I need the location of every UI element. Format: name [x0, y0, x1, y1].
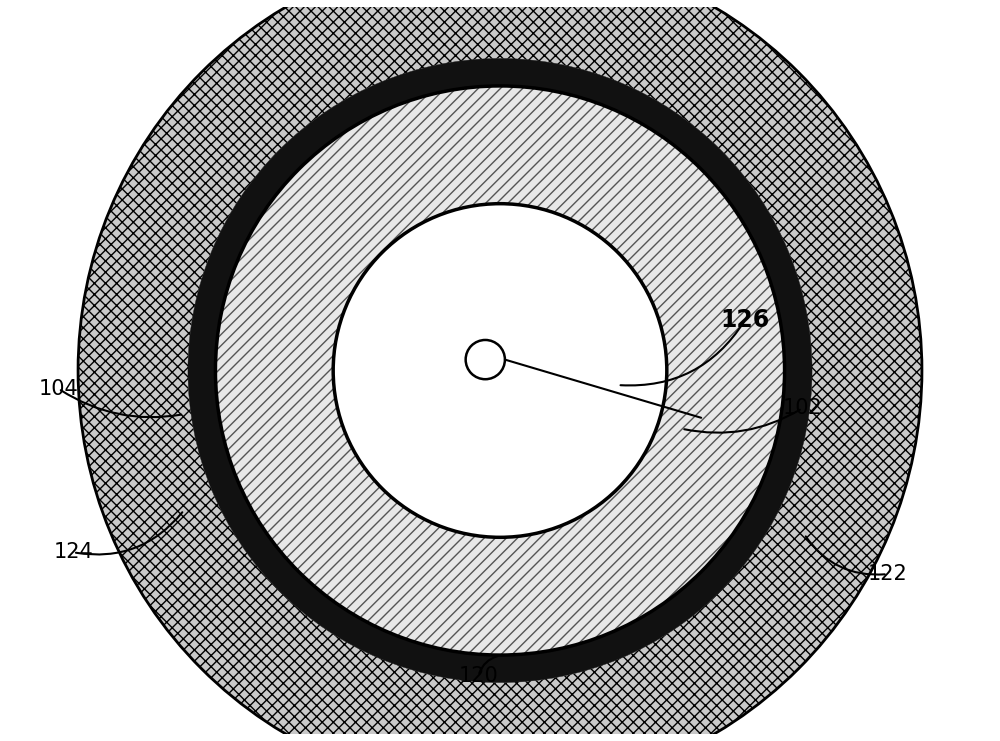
Text: 126: 126 [721, 308, 770, 332]
Text: 102: 102 [782, 399, 822, 419]
Circle shape [466, 340, 505, 379]
Text: 104: 104 [39, 379, 78, 399]
Text: 120: 120 [459, 666, 498, 686]
Text: 124: 124 [53, 542, 93, 562]
Circle shape [333, 204, 667, 537]
Text: 122: 122 [868, 564, 907, 584]
